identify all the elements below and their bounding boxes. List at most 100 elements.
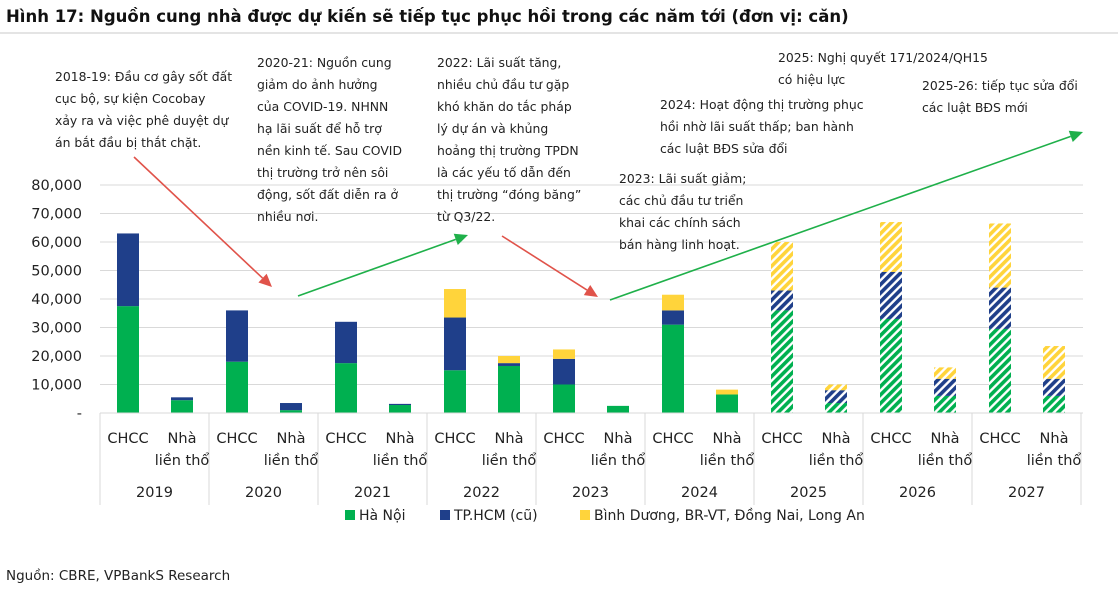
x-category-label: liền thổ [482,452,537,469]
x-category-label: liền thổ [264,452,319,469]
x-category-label: CHCC [652,431,693,447]
x-category-label: liền thổ [1027,452,1082,469]
x-category-label: CHCC [761,431,802,447]
annotation-2022: 2022: Lãi suất tăng, nhiều chủ đầu tư gặp… [437,55,581,224]
source-note: Nguồn: CBRE, VPBankS Research [6,567,230,584]
x-category-label: CHCC [979,431,1020,447]
x-category-label: liền thổ [373,452,428,469]
y-tick-label: 30,000 [31,321,82,337]
bar-2027-nha-lien-tho-2 [1043,346,1065,379]
bar-2027-nha-lien-tho-1 [1043,378,1065,396]
arrow-head [453,233,468,246]
x-category-label: liền thổ [809,452,864,469]
y-tick-label: 10,000 [31,378,82,394]
trend-arrow [609,135,1072,301]
legend-swatch [580,510,590,520]
bar-2026-chcc-1 [880,271,902,319]
bar-2026-chcc-2 [880,222,902,272]
bar-2026-nha-lien-tho-0 [934,395,956,413]
y-tick-label: 60,000 [31,235,82,251]
bar-2022-chcc-1 [444,317,466,371]
x-year-label: 2023 [572,485,609,501]
y-tick-label: 20,000 [31,349,82,365]
annotation-2020-21: 2020-21: Nguồn cung giảm do ảnh hưởng của … [257,55,402,224]
bar-2019-chcc-1 [117,233,139,307]
bar-2020-chcc-1 [226,310,248,362]
bar-2027-nha-lien-tho-0 [1043,395,1065,413]
bar-2019-chcc-0 [117,306,139,413]
annotation-2023: 2023: Lãi suất giảm; các chủ đầu tư triển… [619,171,746,252]
legend-swatch [345,510,355,520]
bar-2020-chcc-0 [226,361,248,413]
bar-2024-chcc-2 [662,294,684,311]
x-category-label: CHCC [107,431,148,447]
y-tick-label: 50,000 [31,264,82,280]
bar-2021-nha-lien-tho-0 [389,405,411,413]
bar-2019-nha-lien-tho-1 [171,397,193,401]
legend-label: TP.HCM (cũ) [453,508,538,524]
x-year-label: 2026 [899,485,936,501]
x-category-label: Nhà [277,431,306,447]
x-year-label: 2021 [354,485,391,501]
x-category-label: Nhà [604,431,633,447]
bar-2023-chcc-2 [553,349,575,359]
bar-2020-nha-lien-tho-1 [280,403,302,411]
x-year-label: 2022 [463,485,500,501]
bar-2025-nha-lien-tho-0 [825,403,847,413]
x-year-label: 2020 [245,485,282,501]
bar-2027-chcc-1 [989,287,1011,329]
bar-2022-chcc-0 [444,370,466,413]
x-category-label: CHCC [434,431,475,447]
arrow-head [1068,130,1083,143]
bar-2023-chcc-1 [553,358,575,385]
bar-2026-chcc-0 [880,318,902,413]
annotation-2018-19: 2018-19: Đầu cơ gây sốt đất cục bộ, sự ki… [55,69,232,150]
bar-2024-chcc-1 [662,310,684,325]
x-category-label: CHCC [543,431,584,447]
legend-label: Hà Nội [359,508,405,524]
bar-2026-nha-lien-tho-2 [934,367,956,379]
legend-label: Bình Dương, BR-VT, Đồng Nai, Long An [594,507,865,524]
annotation-2025: 2025: Nghị quyết 171/2024/QH15 có hiệu lự… [778,50,988,87]
x-category-label: liền thổ [918,452,973,469]
x-category-label: Nhà [495,431,524,447]
annotation-2024: 2024: Hoạt động thị trường phục hồi nhờ l… [660,97,864,156]
bar-2021-nha-lien-tho-1 [389,403,411,406]
x-category-label: CHCC [870,431,911,447]
y-tick-label: - [77,406,82,422]
x-year-label: 2024 [681,485,718,501]
bar-2025-nha-lien-tho-1 [825,390,847,404]
x-year-label: 2019 [136,485,173,501]
x-year-label: 2025 [790,485,827,501]
trend-arrow [501,235,588,291]
bar-2025-chcc-0 [771,310,793,413]
y-tick-label: 80,000 [31,178,82,194]
bar-2023-chcc-0 [553,384,575,413]
x-category-label: CHCC [325,431,366,447]
arrow-head [583,284,598,297]
bar-2020-nha-lien-tho-0 [280,410,302,413]
bar-2022-nha-lien-tho-1 [498,363,520,366]
x-category-label: liền thổ [155,452,210,469]
x-category-label: Nhà [931,431,960,447]
bar-2025-chcc-1 [771,290,793,311]
x-category-label: Nhà [1040,431,1069,447]
x-category-label: liền thổ [700,452,755,469]
bar-2021-chcc-1 [335,321,357,364]
bar-2023-nha-lien-tho-0 [607,405,629,413]
bar-2019-nha-lien-tho-0 [171,400,193,413]
chart-title: Hình 17: Nguồn cung nhà được dự kiến sẽ … [6,7,849,26]
bar-2024-nha-lien-tho-0 [716,394,738,413]
bar-2022-nha-lien-tho-0 [498,365,520,413]
x-category-label: liền thổ [591,452,646,469]
bar-2025-chcc-2 [771,242,793,291]
legend-swatch [440,510,450,520]
y-tick-label: 40,000 [31,292,82,308]
x-category-label: CHCC [216,431,257,447]
bar-2022-chcc-2 [444,289,466,318]
bar-2026-nha-lien-tho-1 [934,378,956,396]
bar-2024-nha-lien-tho-2 [716,389,738,395]
trend-arrow [133,156,264,279]
bar-2021-chcc-0 [335,363,357,413]
